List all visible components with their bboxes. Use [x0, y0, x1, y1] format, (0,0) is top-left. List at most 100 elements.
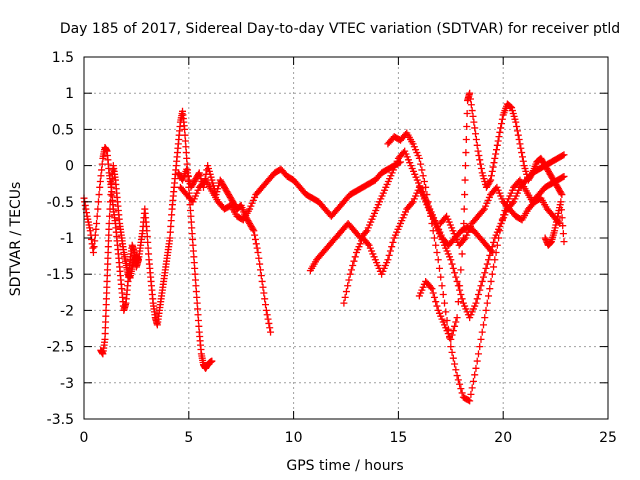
data-point	[472, 299, 480, 307]
data-point	[468, 107, 476, 115]
data-point	[498, 120, 506, 128]
data-point	[428, 285, 436, 293]
data-point	[454, 376, 462, 384]
data-point	[265, 319, 273, 327]
data-point	[457, 266, 465, 274]
data-point	[491, 256, 499, 264]
data-point	[495, 234, 503, 242]
data-point	[435, 264, 443, 272]
data-point	[479, 273, 487, 281]
data-point	[461, 191, 469, 199]
data-point	[454, 298, 462, 306]
data-point	[423, 191, 431, 199]
data-point	[448, 348, 456, 356]
data-point	[559, 222, 567, 230]
data-point	[346, 270, 354, 278]
data-point	[430, 234, 438, 242]
data-point	[476, 156, 484, 164]
data-point	[183, 165, 191, 173]
data-point	[260, 289, 268, 297]
data-point	[472, 364, 480, 372]
y-tick-label: -1.5	[47, 267, 74, 283]
data-point	[514, 131, 522, 139]
data-point	[492, 150, 500, 158]
data-point	[447, 335, 455, 343]
y-axis-tick-labels: 1.5 1 0.5 0 -0.5 -1 -1.5 -2 -2.5 -3 -3.5	[47, 50, 74, 428]
y-tick-label: 0	[65, 159, 74, 175]
x-tick-label: 20	[494, 430, 512, 446]
data-point	[385, 251, 393, 259]
data-point	[518, 149, 526, 157]
data-point	[106, 212, 114, 220]
data-point	[560, 238, 568, 246]
data-point	[466, 89, 474, 97]
data-point	[428, 220, 436, 228]
data-point	[342, 288, 350, 296]
data-point	[507, 103, 515, 111]
data-point	[430, 293, 438, 301]
data-point	[432, 241, 440, 249]
data-point	[266, 324, 274, 332]
data-point	[256, 266, 264, 274]
data-point	[257, 272, 265, 280]
data-point	[478, 328, 486, 336]
data-point	[472, 136, 480, 144]
data-point	[351, 253, 359, 261]
data-point	[254, 248, 262, 256]
data-point	[452, 318, 460, 326]
data-point	[469, 377, 477, 385]
x-tick-label: 10	[285, 430, 303, 446]
data-point	[492, 146, 500, 154]
data-point	[467, 95, 475, 103]
data-point	[449, 327, 457, 335]
data-point	[408, 199, 416, 207]
data-point	[261, 295, 269, 303]
data-point	[458, 295, 466, 303]
data-point	[487, 277, 495, 285]
data-point	[508, 199, 516, 207]
data-point	[456, 380, 464, 388]
data-point	[256, 260, 264, 268]
data-point	[340, 299, 348, 307]
data-point	[491, 154, 499, 162]
data-point	[425, 205, 433, 213]
data-point	[488, 167, 496, 175]
y-tick-label: 0.5	[52, 122, 74, 138]
data-points	[80, 89, 568, 405]
data-point	[472, 130, 480, 138]
data-point	[477, 335, 485, 343]
data-point	[513, 127, 521, 135]
data-point	[94, 205, 102, 213]
data-point	[477, 164, 485, 172]
data-point	[477, 282, 485, 290]
data-point	[490, 159, 498, 167]
data-point	[485, 292, 493, 300]
data-point	[513, 123, 521, 131]
data-point	[467, 101, 475, 109]
data-point	[249, 225, 257, 233]
data-point	[184, 172, 192, 180]
x-axis-tick-labels: 0 5 10 15 20 25	[80, 430, 617, 446]
data-point	[364, 240, 372, 248]
data-point	[429, 289, 437, 297]
data-point	[457, 290, 465, 298]
data-point	[255, 254, 263, 262]
y-axis-label: SDTVAR / TECUs	[8, 182, 24, 297]
data-point	[485, 256, 493, 264]
data-point	[262, 301, 270, 309]
data-point	[93, 212, 101, 220]
data-point	[443, 317, 451, 325]
data-point	[439, 290, 447, 298]
x-tick-label: 0	[80, 430, 89, 446]
data-point	[438, 282, 446, 290]
data-point	[341, 293, 349, 301]
data-point	[483, 299, 491, 307]
y-tick-label: 1.5	[52, 50, 74, 66]
data-point	[462, 136, 470, 144]
data-point	[488, 243, 496, 251]
data-point	[448, 260, 456, 268]
y-tick-label: 1	[65, 86, 74, 102]
data-point	[453, 314, 461, 322]
data-point	[433, 302, 441, 310]
